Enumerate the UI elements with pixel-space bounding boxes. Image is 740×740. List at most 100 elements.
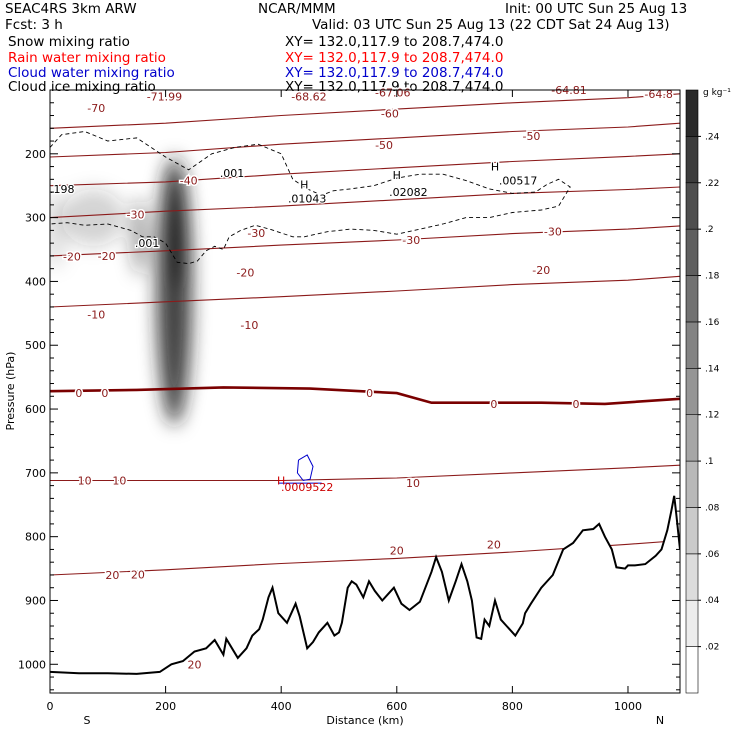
y-tick-label-600: 600 <box>25 403 46 416</box>
colorbar-swatch-1 <box>685 599 699 647</box>
colorbar-swatch-0 <box>685 646 699 694</box>
isotherm-label-2: -68.62 <box>291 90 326 103</box>
isotherm--50 <box>50 122 680 158</box>
isotherm-label-24: 0 <box>572 398 579 411</box>
valid-time: Valid: 03 UTC Sun 25 Aug 13 (22 CDT Sat … <box>312 17 670 33</box>
cloud-ice-contours <box>50 131 571 265</box>
center-name: NCAR/MMM <box>258 1 336 17</box>
isotherm-label-9: -40 <box>180 175 198 188</box>
colorbar-tick-label-4: .1 <box>705 457 714 467</box>
field-xy-snow: XY= 132.0,117.9 to 208.7,474.0 <box>285 34 504 50</box>
colorbar-tick-label-2: .06 <box>705 550 720 560</box>
terrain-line <box>50 495 680 693</box>
isotherm-label-21: 0 <box>101 387 108 400</box>
isotherm-label-16: -20 <box>236 266 254 279</box>
y-tick-label-300: 300 <box>25 212 46 225</box>
y-tick-label-700: 700 <box>25 467 46 480</box>
y-tick-label-400: 400 <box>25 275 46 288</box>
isotherm-label-25: 10 <box>78 475 92 488</box>
y-tick-label-200: 200 <box>25 148 46 161</box>
isotherm-label-30: 20 <box>390 545 404 558</box>
field-name-cloud-ice: Cloud ice mixing ratio <box>8 79 156 95</box>
cloud-water-label-1: .0009522 <box>281 481 334 494</box>
colorbar-tick-label-0: .02 <box>705 643 719 653</box>
isotherm-lines <box>50 93 680 576</box>
colorbar-swatch-3 <box>685 507 699 555</box>
field-xy-cloud-water: XY= 132.0,117.9 to 208.7,474.0 <box>285 65 504 81</box>
isotherm-label-15: -20 <box>98 250 116 263</box>
cloud-water-contour <box>296 454 314 482</box>
y-tick-label-1000: 1000 <box>18 658 46 671</box>
endpoint-right-label: N <box>656 714 664 727</box>
isotherm-label-29: 20 <box>131 568 145 581</box>
x-tick-label-800: 800 <box>502 700 523 713</box>
x-tick-label-1000: 1000 <box>614 700 642 713</box>
colorbar-tick-label-3: .08 <box>705 503 720 513</box>
field-name-rain: Rain water mixing ratio <box>8 50 166 66</box>
colorbar-tick-label-6: .14 <box>705 364 720 374</box>
isotherm-label-27: 10 <box>406 477 420 490</box>
isotherm-label-23: 0 <box>490 398 497 411</box>
y-tick-label-800: 800 <box>25 531 46 544</box>
cloud-ice-label-2: .01043 <box>288 192 327 205</box>
isotherm-label-10: -30 <box>127 208 145 221</box>
colorbar-swatch-9 <box>685 228 699 276</box>
colorbar-unit: g kg⁻¹ <box>703 88 731 98</box>
isotherm-label-8: -50 <box>522 130 540 143</box>
contour-labels: -70-71.99 -68.62 -67.06 -64.81 -64.8-60-50-5… <box>49 83 675 673</box>
isotherm-0 <box>50 386 680 406</box>
colorbar-swatch-8 <box>685 275 699 323</box>
cloud-ice-label-7: H <box>491 161 499 174</box>
colorbar-tick-label-9: .2 <box>705 225 714 235</box>
isotherm-label-19: -10 <box>240 319 258 332</box>
cloud-ice-label-1: .001 <box>135 237 160 250</box>
colorbar-swatch-2 <box>685 553 699 601</box>
isotherm-label-32: 20 <box>187 658 201 671</box>
colorbar-swatch-11 <box>685 136 699 184</box>
x-tick-label-400: 400 <box>271 700 292 713</box>
snow-blob-2 <box>132 198 147 276</box>
field-name-cloud-water: Cloud water mixing ratio <box>8 65 175 81</box>
isotherm-label-1: -71.99 <box>147 90 182 103</box>
y-axis-title: Pressure (hPa) <box>4 352 17 431</box>
colorbar: .02 .04 .06 .08 .1 .12 .14 .16 .18 .2 .22 .24 <box>685 89 720 694</box>
cloud-water-contours <box>278 454 322 484</box>
isotherm--60 <box>50 93 680 129</box>
isotherm-label-14: -20 <box>63 251 81 264</box>
isotherm-label-18: -10 <box>87 309 105 322</box>
cloud-ice-label-3: .02082 <box>389 186 428 199</box>
colorbar-tick-label-10: .22 <box>705 179 719 189</box>
colorbar-swatch-7 <box>685 321 699 369</box>
snow-blob-4 <box>50 192 68 269</box>
colorbar-tick-label-11: .24 <box>705 132 720 142</box>
forecast-hour: Fcst: 3 h <box>5 17 63 33</box>
isotherm-label-6: -60 <box>381 108 399 121</box>
snow-blob-3 <box>61 188 126 247</box>
endpoint-left-label: S <box>84 714 91 727</box>
isotherm-label-17: -20 <box>532 264 550 277</box>
cloud-ice-label-5: H <box>300 178 308 191</box>
isotherm-label-7: -50 <box>375 139 393 152</box>
snow-shading <box>50 157 192 425</box>
isotherm-label-0: -70 <box>87 102 105 115</box>
colorbar-swatch-10 <box>685 182 699 230</box>
colorbar-tick-label-8: .18 <box>705 272 720 282</box>
colorbar-tick-label-1: .04 <box>705 596 720 606</box>
isotherm--10 <box>50 275 680 308</box>
y-tick-label-500: 500 <box>25 339 46 352</box>
axes: 0 200 400 600 800 100020030040050060070080090… <box>18 89 680 713</box>
init-time: Init: 00 UTC Sun 25 Aug 13 <box>505 1 688 17</box>
colorbar-swatch-6 <box>685 368 699 415</box>
isotherm-label-20: 0 <box>75 387 82 400</box>
colorbar-swatch-4 <box>685 460 699 508</box>
x-tick-label-200: 200 <box>155 700 176 713</box>
isotherm-label-28: 20 <box>105 569 119 582</box>
isotherm-label-13: -30 <box>544 226 562 239</box>
isotherm-label-26: 10 <box>112 475 126 488</box>
colorbar-tick-label-7: .16 <box>705 318 720 328</box>
model-title: SEAC4RS 3km ARW <box>5 1 137 17</box>
cloud-ice-label-4: .00517 <box>499 175 538 188</box>
cloud-ice-contour <box>50 131 571 265</box>
x-tick-label-600: 600 <box>386 700 407 713</box>
